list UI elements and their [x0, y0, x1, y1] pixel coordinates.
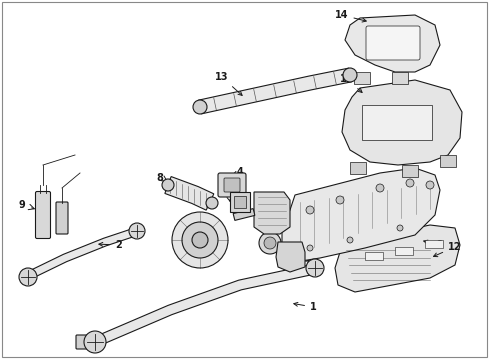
Polygon shape: [28, 228, 136, 279]
Circle shape: [376, 184, 384, 192]
Bar: [354, 72, 370, 84]
Circle shape: [336, 196, 344, 204]
Circle shape: [397, 225, 403, 231]
Text: 6: 6: [424, 240, 442, 250]
Bar: [392, 72, 408, 84]
Circle shape: [343, 68, 357, 82]
Circle shape: [84, 331, 106, 353]
Circle shape: [259, 232, 281, 254]
Text: 3: 3: [195, 260, 201, 270]
FancyBboxPatch shape: [224, 178, 240, 192]
Text: 10: 10: [279, 248, 295, 260]
Circle shape: [192, 232, 208, 248]
Bar: [230, 192, 250, 212]
Text: 7: 7: [224, 185, 231, 201]
Circle shape: [406, 179, 414, 187]
Polygon shape: [345, 15, 440, 72]
Circle shape: [306, 259, 324, 277]
Polygon shape: [98, 265, 311, 345]
Text: 14: 14: [335, 10, 366, 22]
Text: 15: 15: [340, 74, 362, 93]
Circle shape: [129, 223, 145, 239]
FancyBboxPatch shape: [56, 202, 68, 234]
Bar: [362, 105, 432, 140]
Circle shape: [193, 100, 207, 114]
Text: 12: 12: [434, 242, 462, 257]
Circle shape: [172, 212, 228, 268]
Polygon shape: [282, 168, 440, 262]
Polygon shape: [342, 80, 462, 165]
Polygon shape: [198, 68, 351, 114]
Circle shape: [306, 206, 314, 214]
Bar: [234, 196, 246, 208]
Bar: [350, 162, 366, 174]
Polygon shape: [165, 176, 214, 210]
Text: 9: 9: [19, 200, 25, 210]
FancyBboxPatch shape: [218, 173, 246, 197]
Circle shape: [182, 222, 218, 258]
Circle shape: [426, 181, 434, 189]
Text: 8: 8: [157, 173, 164, 183]
FancyBboxPatch shape: [366, 26, 420, 60]
Bar: [395, 247, 413, 255]
Polygon shape: [335, 225, 460, 292]
Circle shape: [347, 237, 353, 243]
Circle shape: [162, 179, 174, 191]
Circle shape: [206, 197, 218, 209]
Text: 1: 1: [294, 302, 317, 312]
Text: 5: 5: [262, 192, 269, 202]
Polygon shape: [254, 192, 290, 234]
Bar: [440, 155, 456, 167]
Polygon shape: [276, 242, 305, 272]
Circle shape: [264, 237, 276, 249]
Polygon shape: [233, 208, 255, 220]
Text: 11: 11: [301, 260, 318, 270]
Bar: [425, 240, 443, 248]
FancyBboxPatch shape: [35, 192, 50, 238]
Circle shape: [307, 245, 313, 251]
Bar: [402, 165, 418, 177]
Text: 13: 13: [215, 72, 242, 95]
Text: 4: 4: [233, 167, 244, 177]
Bar: [365, 252, 383, 260]
Circle shape: [19, 268, 37, 286]
FancyBboxPatch shape: [76, 335, 88, 349]
Text: 2: 2: [99, 240, 122, 250]
